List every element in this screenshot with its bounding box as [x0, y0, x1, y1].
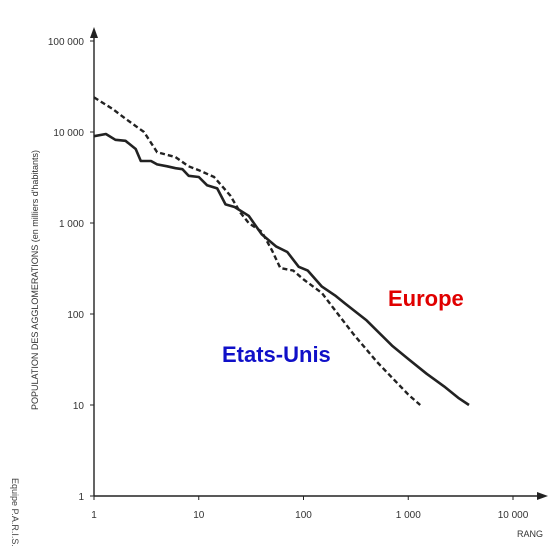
y-axis-label: POPULATION DES AGGLOMERATIONS (en millie…: [30, 150, 40, 410]
axes: [90, 27, 548, 500]
series-label-europe: Europe: [388, 286, 464, 311]
y-tick-label: 10 000: [53, 128, 84, 139]
x-tick-label: 10: [193, 510, 205, 521]
x-axis-label: RANG: [517, 529, 543, 539]
credit-text: Equipe P.A.R.I.S.: [10, 478, 20, 547]
y-tick-label: 100: [67, 310, 84, 321]
x-ticks: 1 10 100 1 000 10 000: [91, 496, 529, 521]
series-line-etats-unis: [93, 96, 421, 406]
x-axis-arrow: [537, 492, 548, 500]
y-tick-label: 1: [78, 492, 84, 503]
y-ticks: 1 10 100 1 000 10 000 100 000: [48, 37, 94, 503]
y-tick-label: 10: [73, 401, 85, 412]
x-tick-label: 10 000: [498, 510, 529, 521]
y-tick-label: 1 000: [59, 219, 84, 230]
series-line-europe: [93, 132, 470, 407]
y-axis-arrow: [90, 27, 98, 38]
y-tick-label: 100 000: [48, 37, 85, 48]
x-tick-label: 100: [295, 510, 312, 521]
series-label-etats-unis: Etats-Unis: [222, 342, 331, 367]
x-tick-label: 1: [91, 510, 97, 521]
x-tick-label: 1 000: [396, 510, 421, 521]
